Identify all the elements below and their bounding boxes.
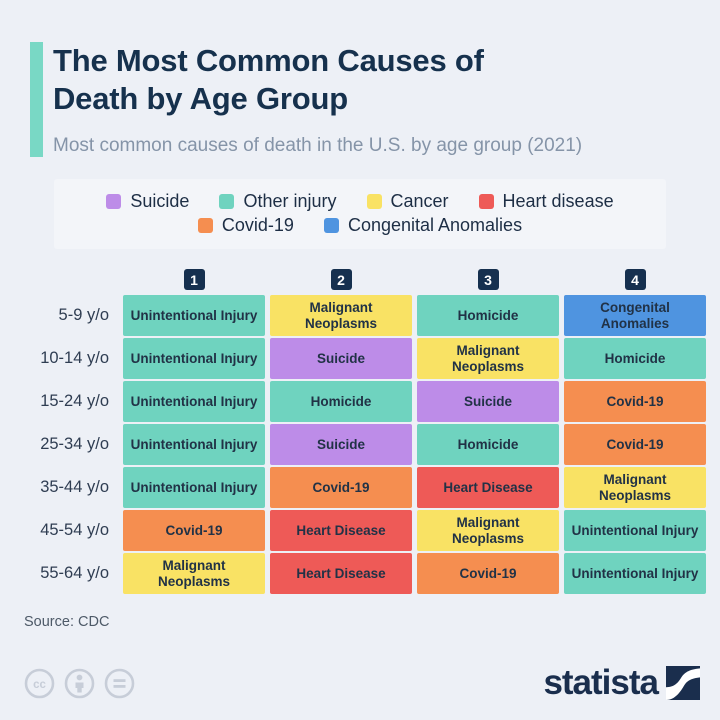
cause-cell: Unintentional Injury — [564, 553, 706, 594]
legend-item: Congenital Anomalies — [323, 215, 523, 236]
cause-cell: Unintentional Injury — [123, 467, 265, 508]
rank-badge: 4 — [624, 269, 646, 290]
cause-cell: Congenital Anomalies — [564, 295, 706, 336]
cause-cell: Unintentional Injury — [123, 295, 265, 336]
legend-label: Congenital Anomalies — [347, 215, 523, 235]
legend-label: Other injury — [243, 191, 337, 211]
cause-cell: Unintentional Injury — [123, 381, 265, 422]
attribution-person-icon[interactable] — [64, 668, 95, 699]
cause-cell: Homicide — [270, 381, 412, 422]
rank-header-row: 1 2 3 4 — [24, 269, 706, 290]
source-note: Source: CDC — [24, 614, 110, 630]
legend-row-1: Suicide Other injury Cancer Heart disease — [64, 191, 656, 212]
table-row: 10-14 y/o Unintentional Injury Suicide Mali… — [24, 338, 706, 379]
statista-square-icon — [666, 666, 700, 700]
legend-swatch-icon — [197, 218, 213, 233]
legend-item: Other injury — [219, 191, 337, 212]
cause-cell: Homicide — [564, 338, 706, 379]
legend-label: Cancer — [390, 191, 449, 211]
table-row: 45-54 y/o Covid-19 Heart Disease Malignant … — [24, 510, 706, 551]
cause-cell: Heart Disease — [417, 467, 559, 508]
cause-cell: Covid-19 — [564, 424, 706, 465]
legend-swatch-icon — [323, 218, 339, 233]
rank-header-cell: 4 — [564, 269, 706, 290]
age-group-label: 55-64 y/o — [40, 564, 109, 582]
statista-wordmark: statista — [543, 663, 659, 702]
table-body: 5-9 y/o Unintentional Injury Malignant Neo… — [24, 295, 706, 594]
cause-cell: Unintentional Injury — [564, 510, 706, 551]
age-group-label: 10-14 y/o — [40, 349, 109, 367]
legend-item: Suicide — [106, 191, 189, 212]
page-subtitle: Most common causes of death in the U.S. … — [53, 135, 583, 156]
cause-cell: Covid-19 — [417, 553, 559, 594]
rank-header-cell: 3 — [417, 269, 559, 290]
title-accent-bar — [30, 42, 43, 157]
legend: Suicide Other injury Cancer Heart disease C… — [54, 179, 666, 249]
age-group-label: 5-9 y/o — [58, 306, 109, 324]
age-group-label: 15-24 y/o — [40, 392, 109, 410]
title-line-2: Death by Age Group — [53, 81, 348, 116]
cause-cell: Malignant Neoplasms — [270, 295, 412, 336]
legend-row-2: Covid-19 Congenital Anomalies — [64, 215, 656, 236]
cause-cell: Heart Disease — [270, 553, 412, 594]
title-text: The Most Common Causes of Death by Age G… — [53, 42, 582, 157]
cause-cell: Homicide — [417, 424, 559, 465]
legend-label: Suicide — [130, 191, 190, 211]
legend-swatch-icon — [366, 194, 382, 209]
rank-header-spacer — [24, 269, 118, 290]
title-line-1: The Most Common Causes of — [53, 43, 484, 78]
cause-cell: Unintentional Injury — [123, 424, 265, 465]
legend-label: Heart disease — [502, 191, 614, 211]
cause-cell: Malignant Neoplasms — [417, 338, 559, 379]
legend-label: Covid-19 — [221, 215, 294, 235]
legend-swatch-icon — [478, 194, 494, 209]
rank-header-cell: 1 — [123, 269, 265, 290]
footer: cc statista — [24, 663, 700, 702]
cc-license-icons[interactable]: cc — [24, 668, 135, 699]
table-row: 35-44 y/o Unintentional Injury Covid-19 Hea… — [24, 467, 706, 508]
cause-cell: Malignant Neoplasms — [123, 553, 265, 594]
rank-header-cell: 2 — [270, 269, 412, 290]
cause-cell: Homicide — [417, 295, 559, 336]
table-row: 15-24 y/o Unintentional Injury Homicide Sui… — [24, 381, 706, 422]
page-title: The Most Common Causes of Death by Age G… — [53, 42, 582, 118]
age-group-label: 45-54 y/o — [40, 521, 109, 539]
cause-cell: Unintentional Injury — [123, 338, 265, 379]
table-row: 5-9 y/o Unintentional Injury Malignant Neo… — [24, 295, 706, 336]
legend-swatch-icon — [219, 194, 235, 209]
cause-cell: Malignant Neoplasms — [417, 510, 559, 551]
legend-item: Heart disease — [478, 191, 614, 212]
svg-text:cc: cc — [33, 679, 46, 691]
header: The Most Common Causes of Death by Age G… — [30, 42, 696, 157]
cause-cell: Covid-19 — [270, 467, 412, 508]
age-group-label: 25-34 y/o — [40, 435, 109, 453]
legend-item: Cancer — [366, 191, 449, 212]
cause-cell: Covid-19 — [564, 381, 706, 422]
cause-cell: Suicide — [270, 338, 412, 379]
legend-swatch-icon — [106, 194, 122, 209]
statista-logo[interactable]: statista — [543, 663, 700, 702]
rank-badge: 2 — [330, 269, 352, 290]
rank-badge: 3 — [477, 269, 499, 290]
cc-icon[interactable]: cc — [24, 668, 55, 699]
cause-cell: Heart Disease — [270, 510, 412, 551]
cause-cell: Malignant Neoplasms — [564, 467, 706, 508]
cause-cell: Covid-19 — [123, 510, 265, 551]
equals-nd-icon[interactable] — [104, 668, 135, 699]
table-row: 25-34 y/o Unintentional Injury Suicide Homi… — [24, 424, 706, 465]
cause-cell: Suicide — [270, 424, 412, 465]
rank-badge: 1 — [183, 269, 205, 290]
legend-item: Covid-19 — [197, 215, 294, 236]
table-row: 55-64 y/o Malignant Neoplasms Heart Diseas… — [24, 553, 706, 594]
cause-cell: Suicide — [417, 381, 559, 422]
age-group-label: 35-44 y/o — [40, 478, 109, 496]
